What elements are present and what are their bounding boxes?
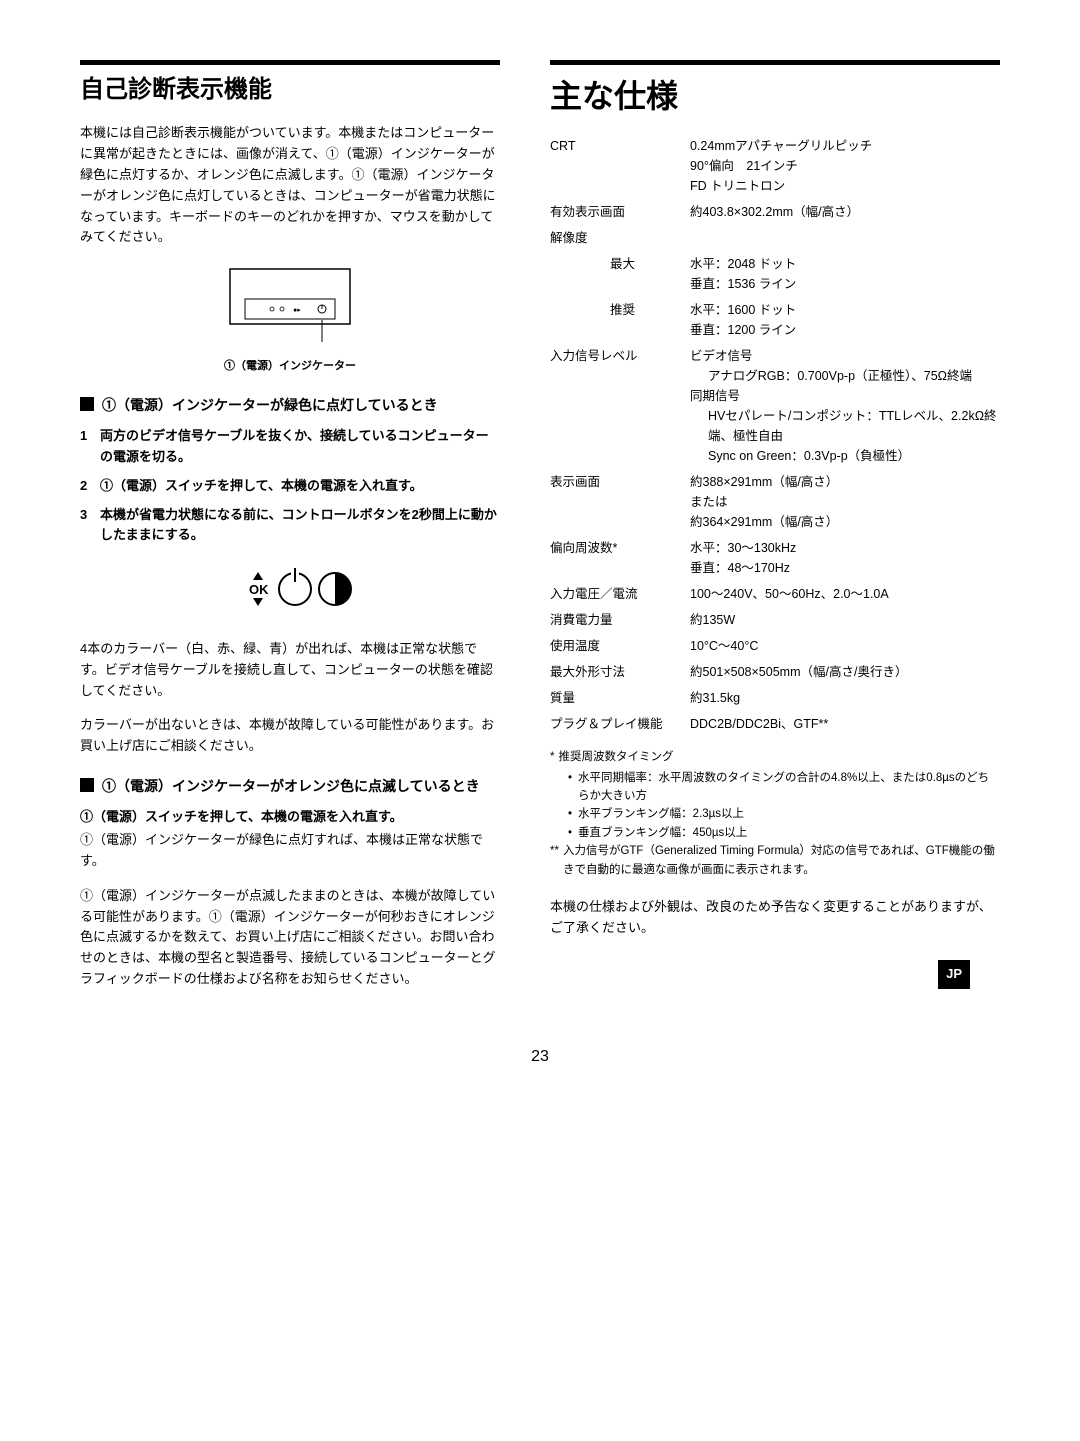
spec-value: Sync on Green：0.3Vp-p（負極性） bbox=[690, 446, 1000, 466]
spec-value: 垂直：48～170Hz bbox=[690, 558, 1000, 578]
spec-value: 0.24mmアパチャーグリルピッチ bbox=[690, 136, 1000, 156]
right-title: 主な仕様 bbox=[550, 60, 1000, 122]
spec-value: ビデオ信号 bbox=[690, 346, 1000, 366]
footnote-bullet: 水平同期幅率：水平周波数のタイミングの合計の4.8%以上、または0.8µsのどち… bbox=[550, 769, 1000, 806]
spec-label: 解像度 bbox=[550, 228, 690, 248]
spec-label: 最大外形寸法 bbox=[550, 662, 690, 682]
diagram-caption: ①（電源）インジケーター bbox=[80, 358, 500, 376]
subheading-green: ①（電源）インジケーターが緑色に点灯しているとき bbox=[80, 394, 500, 416]
spec-label: 最大 bbox=[550, 254, 690, 294]
spec-label: 入力電圧／電流 bbox=[550, 584, 690, 604]
spec-label: 偏向周波数* bbox=[550, 538, 690, 578]
spec-value: アナログRGB：0.700Vp-p（正極性）、75Ω終端 bbox=[690, 366, 1000, 386]
spec-label: 推奨 bbox=[550, 300, 690, 340]
orange-bold: ①（電源）スイッチを押して、本機の電源を入れ直す。 bbox=[80, 807, 500, 828]
jp-badge: JP bbox=[938, 960, 970, 989]
step3: 本機が省電力状態になる前に、コントロールボタンを2秒間上に動かしたままにする。 bbox=[100, 505, 500, 547]
intro-text: 本機には自己診断表示機能がついています。本機またはコンピューターに異常が起きたと… bbox=[80, 123, 500, 248]
spec-value: 垂直：1536 ライン bbox=[690, 274, 1000, 294]
spec-value: FD トリニトロン bbox=[690, 176, 1000, 196]
sub1-title: ①（電源）インジケーターが緑色に点灯しているとき bbox=[102, 394, 438, 416]
spec-value: 約501×508×505mm（幅/高さ/奥行き） bbox=[690, 662, 1000, 682]
svg-text:OK: OK bbox=[249, 582, 269, 597]
spec-value: 同期信号 bbox=[690, 386, 1000, 406]
left-title: 自己診断表示機能 bbox=[80, 60, 500, 109]
step2: ①（電源）スイッチを押して、本機の電源を入れ直す。 bbox=[100, 476, 423, 497]
steps-list: 1両方のビデオ信号ケーブルを抜くか、接続しているコンピューターの電源を切る。 2… bbox=[80, 426, 500, 546]
spec-value: 垂直：1200 ライン bbox=[690, 320, 1000, 340]
spec-value: 10°C～40°C bbox=[690, 636, 1000, 656]
spec-value: 100～240V、50～60Hz、2.0～1.0A bbox=[690, 584, 1000, 604]
spec-label: 質量 bbox=[550, 688, 690, 708]
svg-text:●▸: ●▸ bbox=[293, 307, 301, 314]
orange-text2: ①（電源）インジケーターが点滅したままのときは、本機が故障している可能性がありま… bbox=[80, 886, 500, 990]
spec-table: CRT 0.24mmアパチャーグリルピッチ 90°偏向 21インチ FD トリニ… bbox=[550, 136, 1000, 734]
page-number: 23 bbox=[80, 1044, 1000, 1070]
square-marker-icon bbox=[80, 397, 94, 411]
spec-label: 使用温度 bbox=[550, 636, 690, 656]
colorbar1-text: 4本のカラーバー（白、赤、緑、青）が出れば、本機は正常な状態です。ビデオ信号ケー… bbox=[80, 639, 500, 701]
footnote-text: 推奨周波数タイミング bbox=[558, 748, 673, 766]
spec-label: 消費電力量 bbox=[550, 610, 690, 630]
footnote-bullet: 垂直ブランキング幅：450µs以上 bbox=[550, 824, 1000, 842]
spec-value: 約403.8×302.2mm（幅/高さ） bbox=[690, 202, 1000, 222]
spec-label: CRT bbox=[550, 136, 690, 196]
subheading-orange: ①（電源）インジケーターがオレンジ色に点滅しているとき bbox=[80, 775, 500, 797]
spec-value: 水平：1600 ドット bbox=[690, 300, 1000, 320]
power-diagram: ●▸ ①（電源）インジケーター bbox=[80, 264, 500, 376]
spec-label: 入力信号レベル bbox=[550, 346, 690, 466]
footnotes: * 推奨周波数タイミング 水平同期幅率：水平周波数のタイミングの合計の4.8%以… bbox=[550, 748, 1000, 879]
footnote-bullet: 水平ブランキング幅：2.3µs以上 bbox=[550, 805, 1000, 823]
footnote-text: 入力信号がGTF（Generalized Timing Formula）対応の信… bbox=[563, 842, 1000, 879]
spec-value: 約364×291mm（幅/高さ） bbox=[690, 512, 1000, 532]
sub2-title: ①（電源）インジケーターがオレンジ色に点滅しているとき bbox=[102, 775, 480, 797]
spec-value: 90°偏向 21インチ bbox=[690, 156, 1000, 176]
step1: 両方のビデオ信号ケーブルを抜くか、接続しているコンピューターの電源を切る。 bbox=[100, 426, 500, 468]
spec-value: 水平：30～130kHz bbox=[690, 538, 1000, 558]
spec-value: 水平：2048 ドット bbox=[690, 254, 1000, 274]
orange-text: ①（電源）インジケーターが緑色に点灯すれば、本機は正常な状態です。 bbox=[80, 830, 500, 872]
spec-value: 約135W bbox=[690, 610, 1000, 630]
spec-label: 表示画面 bbox=[550, 472, 690, 532]
spec-value: 約31.5kg bbox=[690, 688, 1000, 708]
spec-value: 約388×291mm（幅/高さ） bbox=[690, 472, 1000, 492]
spec-label: 有効表示画面 bbox=[550, 202, 690, 222]
spec-value: または bbox=[690, 492, 1000, 512]
square-marker-icon bbox=[80, 778, 94, 792]
control-icons: OK bbox=[80, 564, 500, 621]
footnote-marker: ** bbox=[550, 842, 559, 879]
colorbar2-text: カラーバーが出ないときは、本機が故障している可能性があります。お買い上げ店にご相… bbox=[80, 715, 500, 757]
spec-label: プラグ＆プレイ機能 bbox=[550, 714, 690, 734]
footnote-marker: * bbox=[550, 748, 554, 766]
spec-value: DDC2B/DDC2Bi、GTF** bbox=[690, 714, 1000, 734]
spec-value: HVセパレート/コンポジット：TTLレベル、2.2kΩ終端、極性自由 bbox=[690, 406, 1000, 446]
closing-text: 本機の仕様および外観は、改良のため予告なく変更することがありますが、ご了承くださ… bbox=[550, 897, 1000, 939]
